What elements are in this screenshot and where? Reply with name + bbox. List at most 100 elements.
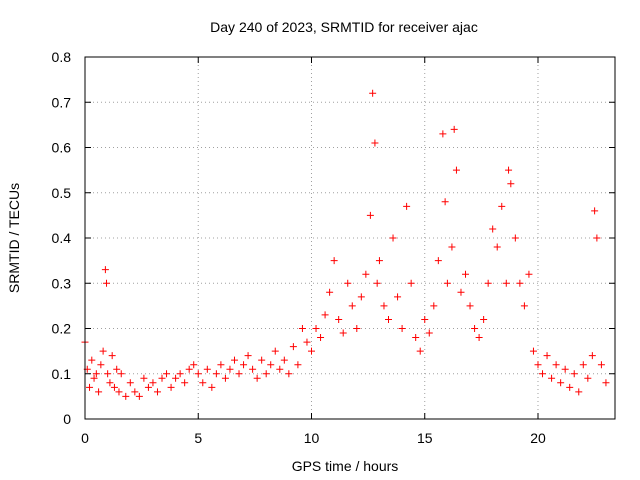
data-point <box>303 338 311 346</box>
data-point <box>353 325 361 332</box>
data-point <box>108 352 116 360</box>
x-axis-label: GPS time / hours <box>292 458 399 474</box>
data-point <box>203 365 211 373</box>
data-point <box>579 361 587 369</box>
data-point <box>416 347 424 355</box>
data-point <box>253 374 261 382</box>
data-point <box>561 365 569 373</box>
data-point <box>276 365 284 373</box>
data-point <box>176 370 184 378</box>
data-point <box>450 125 458 133</box>
data-point <box>97 361 105 369</box>
data-point <box>101 266 109 274</box>
data-point <box>149 379 157 387</box>
data-point <box>441 198 449 206</box>
data-point <box>326 288 334 296</box>
data-point <box>362 270 370 278</box>
data-point <box>110 383 118 391</box>
data-point <box>425 329 433 337</box>
data-point <box>366 211 374 219</box>
data-point <box>258 356 266 364</box>
data-point <box>131 388 139 396</box>
data-point <box>480 315 488 323</box>
data-point <box>117 370 125 378</box>
data-point <box>389 234 397 242</box>
data-point <box>294 361 302 369</box>
x-tick-label: 15 <box>417 430 433 446</box>
data-point <box>448 243 456 251</box>
data-point <box>452 166 460 174</box>
data-point <box>375 257 383 265</box>
data-point <box>307 347 315 355</box>
data-point <box>190 361 198 369</box>
data-point <box>407 279 415 287</box>
data-point <box>575 388 583 396</box>
data-point <box>552 361 560 369</box>
x-tick-label: 0 <box>81 430 89 446</box>
data-point <box>106 379 114 387</box>
data-point <box>235 370 243 378</box>
data-point <box>135 392 143 400</box>
data-point <box>412 334 420 342</box>
y-tick-label: 0.4 <box>52 230 72 246</box>
data-point <box>113 365 121 373</box>
data-point <box>548 374 556 382</box>
data-point <box>321 311 329 319</box>
data-point <box>507 180 515 188</box>
data-point <box>208 383 216 391</box>
data-point <box>339 329 347 337</box>
data-point <box>90 374 98 382</box>
data-point <box>371 139 379 147</box>
data-point <box>434 257 442 265</box>
data-point <box>421 315 429 323</box>
y-tick-label: 0.1 <box>52 366 72 382</box>
chart-title: Day 240 of 2023, SRMTID for receiver aja… <box>210 19 478 35</box>
data-point <box>95 388 103 396</box>
axis-ticks: 0 5 10 15 20 0 0.1 0.2 0.3 0.4 0.5 0.6 0.7 0.8 <box>52 49 615 446</box>
data-point <box>86 383 94 391</box>
data-point <box>122 392 130 400</box>
data-point <box>466 302 474 310</box>
data-point <box>199 379 207 387</box>
data-point <box>539 370 547 378</box>
data-point <box>498 202 506 210</box>
data-point <box>167 383 175 391</box>
data-point <box>271 347 279 355</box>
data-point <box>516 279 524 287</box>
data-point <box>570 370 578 378</box>
data-point <box>373 279 381 287</box>
data-point <box>104 370 112 378</box>
data-point <box>126 379 134 387</box>
data-point <box>217 361 225 369</box>
x-tick-label: 10 <box>304 430 320 446</box>
data-point <box>230 356 238 364</box>
data-point <box>194 370 202 378</box>
data-point <box>489 225 497 233</box>
data-point <box>443 279 451 287</box>
data-point <box>212 370 220 378</box>
x-tick-label: 20 <box>530 430 546 446</box>
data-point <box>380 302 388 310</box>
data-point <box>289 343 297 351</box>
y-tick-label: 0 <box>63 411 71 427</box>
data-point <box>181 379 189 387</box>
data-point <box>385 315 393 323</box>
y-tick-label: 0.3 <box>52 275 72 291</box>
data-point <box>588 352 596 360</box>
data-point <box>280 356 288 364</box>
data-point <box>285 370 293 378</box>
data-point <box>115 388 123 396</box>
data-point <box>493 243 501 251</box>
data-point <box>591 207 599 215</box>
data-point <box>520 302 528 310</box>
data-point <box>471 325 479 332</box>
y-tick-label: 0.6 <box>52 140 72 156</box>
data-point <box>317 334 325 342</box>
data-point <box>597 361 605 369</box>
data-point <box>529 347 537 355</box>
data-point <box>298 325 306 332</box>
data-point <box>593 234 601 242</box>
data-point <box>457 288 465 296</box>
data-point <box>566 383 574 391</box>
